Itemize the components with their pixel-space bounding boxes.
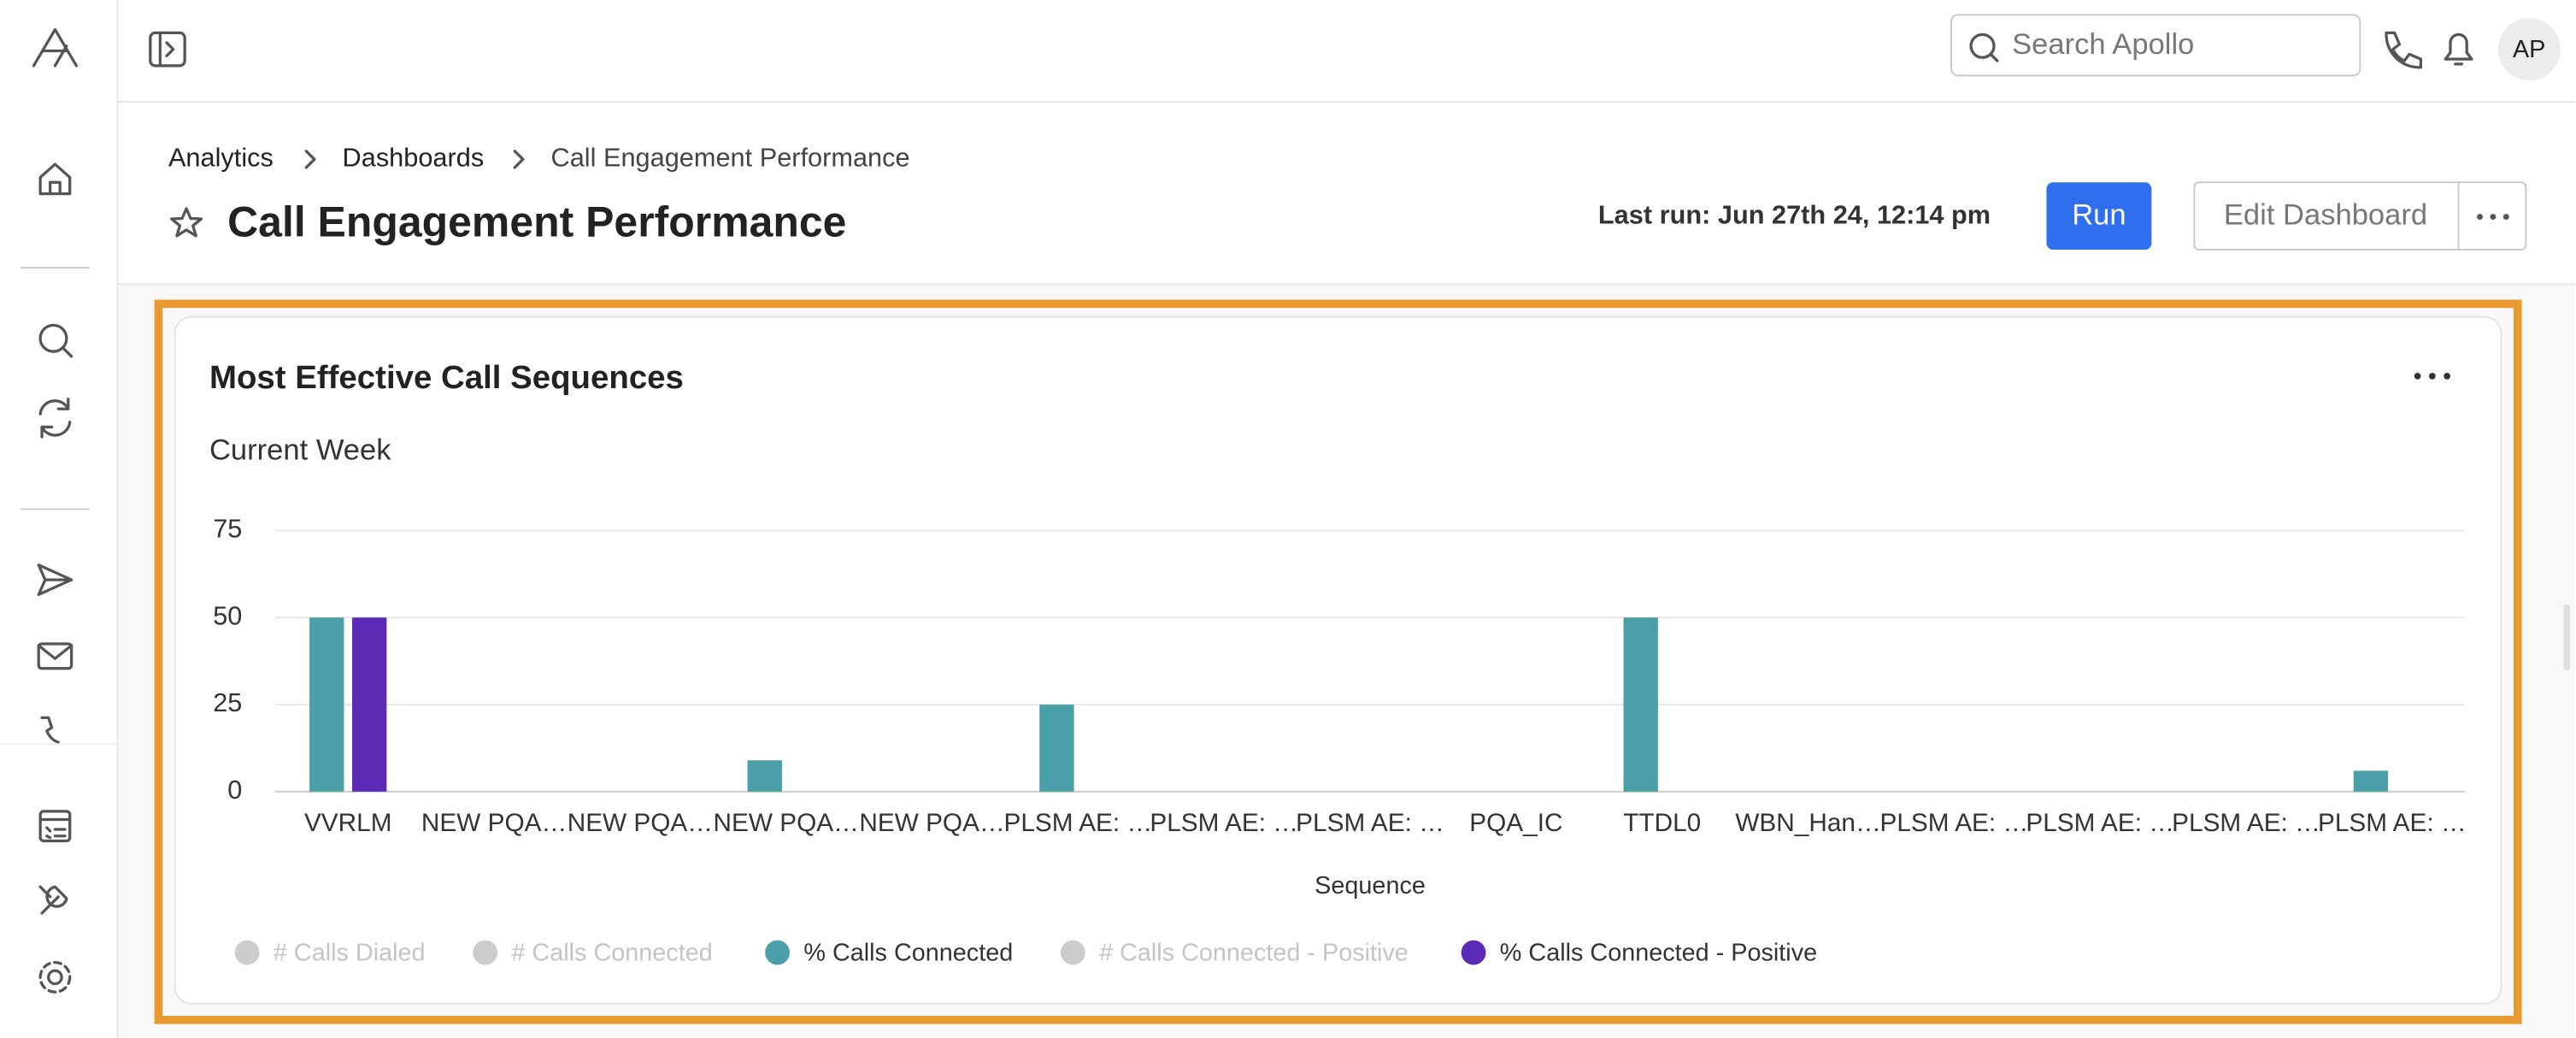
edit-button[interactable]	[2193, 181, 2527, 251]
run-button-label: Run	[2072, 199, 2126, 232]
sync-icon[interactable]	[38, 398, 72, 439]
x-tick-label: PQA_IC	[1469, 809, 1562, 837]
mail-icon[interactable]	[37, 642, 74, 670]
search-box-icon-handle	[1989, 52, 1999, 62]
search-box-icon	[1969, 32, 1996, 59]
sidebar-toggle[interactable]	[149, 31, 186, 68]
phone-icon[interactable]	[40, 716, 60, 744]
x-tick-label: NEW PQA…	[714, 809, 859, 837]
x-tick-label: PLSM AE: …	[2026, 809, 2174, 837]
bar	[309, 617, 344, 792]
x-tick-label: NEW PQA…	[568, 809, 713, 837]
x-axis-label: Sequence	[1314, 872, 1426, 899]
legend-label[interactable]: # Calls Connected	[511, 940, 712, 967]
scrollbar[interactable]	[2563, 604, 2571, 670]
avatar[interactable]	[2497, 18, 2561, 81]
avatar-initials: AP	[2513, 36, 2545, 63]
card-menu[interactable]	[2414, 373, 2450, 380]
search-placeholder: Search Apollo	[2012, 28, 2194, 61]
breadcrumb-separator	[304, 150, 316, 169]
logo[interactable]	[32, 27, 79, 68]
x-tick-label: PLSM AE: …	[1296, 809, 1444, 837]
mail-icon-flap	[37, 644, 74, 660]
tasks-icon[interactable]	[38, 810, 72, 843]
legend-marker[interactable]	[765, 940, 791, 965]
breadcrumb-current: Call Engagement Performance	[551, 142, 910, 172]
breadcrumb[interactable]: Dashboards	[343, 142, 485, 172]
bar	[1039, 705, 1074, 792]
x-tick-label: PLSM AE: …	[1880, 809, 2029, 837]
phone-button[interactable]	[2385, 31, 2423, 69]
x-tick-label: PLSM AE: …	[2172, 809, 2320, 837]
legend-label[interactable]: # Calls Connected - Positive	[1099, 940, 1409, 967]
more-button[interactable]	[2477, 214, 2509, 221]
x-tick-label: PLSM AE: …	[1004, 809, 1153, 837]
home-icon[interactable]	[38, 162, 72, 196]
legend-label[interactable]: # Calls Dialed	[273, 940, 426, 967]
bar	[2353, 770, 2389, 792]
edit-button-label: Edit Dashboard	[2224, 199, 2427, 232]
sidebar-toggle-glyph	[158, 31, 175, 68]
x-tick-label: PLSM AE: …	[2318, 809, 2467, 837]
x-tick-label: VVRLM	[304, 809, 392, 837]
legend-label[interactable]: % Calls Connected - Positive	[1500, 940, 1817, 967]
legend-label[interactable]: % Calls Connected	[803, 940, 1013, 967]
favorite-star[interactable]	[170, 207, 203, 238]
chart-subtitle: Current Week	[209, 433, 391, 466]
send-icon[interactable]	[37, 563, 74, 596]
y-tick-label: 75	[213, 514, 242, 544]
tools-icon[interactable]	[38, 885, 68, 915]
legend-marker[interactable]	[1060, 940, 1085, 965]
x-tick-label: PLSM AE: …	[1150, 809, 1298, 837]
chart-title: Most Effective Call Sequences	[209, 359, 684, 396]
legend-marker[interactable]	[1461, 940, 1486, 965]
run-button[interactable]	[2046, 182, 2152, 250]
chart-card	[173, 316, 2502, 1005]
last-run: Last run: Jun 27th 24, 12:14 pm	[1598, 200, 1991, 230]
bar	[352, 617, 387, 792]
bar	[747, 760, 782, 792]
highlight-frame	[154, 299, 2522, 1024]
settings-icon-ring	[38, 961, 72, 994]
page-title: Call Engagement Performance	[227, 198, 846, 245]
search-icon[interactable]	[38, 323, 68, 353]
settings-icon[interactable]	[47, 969, 63, 986]
notifications-button[interactable]	[2444, 32, 2473, 66]
x-tick-label: NEW PQA…	[859, 809, 1004, 837]
tasks-icon-lines	[38, 817, 72, 840]
breadcrumb-separator	[513, 150, 525, 169]
legend-marker[interactable]	[473, 940, 498, 965]
search-icon-handle	[62, 346, 74, 358]
x-tick-label: NEW PQA…	[421, 809, 567, 837]
legend-marker[interactable]	[234, 940, 260, 965]
y-tick-label: 25	[213, 687, 242, 717]
search-box[interactable]	[1950, 14, 2361, 77]
y-tick-label: 50	[213, 600, 242, 630]
bar	[1623, 617, 1658, 792]
y-tick-label: 0	[227, 775, 242, 805]
x-tick-label: WBN_Han…	[1735, 809, 1880, 837]
breadcrumb[interactable]: Analytics	[168, 142, 273, 172]
x-tick-label: TTDL0	[1623, 809, 1701, 837]
